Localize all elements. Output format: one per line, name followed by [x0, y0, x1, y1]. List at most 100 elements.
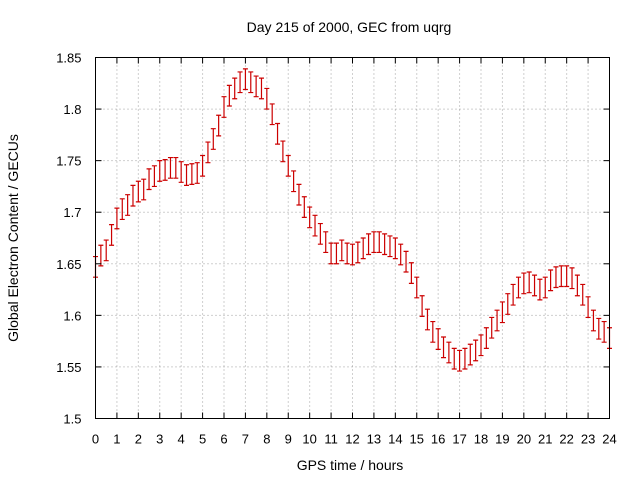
x-tick-label: 18: [474, 432, 488, 447]
data-point-errorbar: [403, 250, 409, 273]
data-point-errorbar: [280, 140, 286, 163]
data-point-errorbar: [323, 231, 329, 254]
data-point-errorbar: [489, 316, 495, 339]
data-point-errorbar: [478, 334, 484, 357]
x-tick-label: 21: [538, 432, 552, 447]
data-point-errorbar: [537, 278, 543, 301]
data-point-errorbar: [312, 214, 318, 237]
data-point-errorbar: [473, 339, 479, 362]
data-point-errorbar: [194, 162, 200, 184]
data-point-errorbar: [483, 327, 489, 349]
data-point-errorbar: [371, 231, 377, 254]
x-tick-label: 1: [113, 432, 120, 447]
data-point-errorbar: [601, 320, 607, 343]
data-point-errorbar: [494, 309, 500, 332]
data-point-errorbar: [200, 154, 206, 177]
data-point-errorbar: [130, 184, 136, 207]
data-point-errorbar: [119, 198, 125, 221]
data-point-errorbar: [135, 180, 141, 203]
x-tick-label: 13: [367, 432, 381, 447]
y-tick-label: 1.55: [56, 360, 81, 375]
data-point-errorbar: [564, 265, 570, 288]
data-point-errorbar: [125, 194, 131, 216]
x-tick-label: 0: [92, 432, 99, 447]
data-point-errorbar: [141, 178, 147, 201]
y-tick-label: 1.65: [56, 257, 81, 272]
data-point-errorbar: [285, 154, 291, 177]
data-point-errorbar: [210, 128, 216, 150]
data-point-errorbar: [585, 296, 591, 319]
data-point-errorbar: [339, 239, 345, 262]
data-point-errorbar: [151, 165, 157, 188]
data-point-errorbar: [580, 283, 586, 306]
y-tick-label: 1.7: [63, 205, 81, 220]
x-tick-label: 16: [431, 432, 445, 447]
data-point-errorbar: [462, 347, 468, 370]
y-tick-label: 1.6: [63, 308, 81, 323]
axes: 0 1 2 3 4 5 6 7 8 9 10 11 12 13 14 15 16 17 18 19 20 21 22 23 24…: [56, 51, 617, 447]
data-point-errorbar: [205, 141, 211, 164]
x-tick-label: 19: [495, 432, 509, 447]
data-point-errorbar: [307, 206, 313, 229]
data-point-errorbar: [109, 223, 115, 246]
data-point-errorbar: [574, 274, 580, 297]
data-point-errorbar: [226, 84, 232, 107]
data-point-errorbar: [114, 207, 120, 230]
y-tick-label: 1.8: [63, 102, 81, 117]
data-point-errorbar: [242, 68, 248, 91]
data-point-errorbar: [398, 243, 404, 266]
data-point-errorbar: [532, 274, 538, 297]
x-axis-label: GPS time / hours: [297, 457, 404, 473]
x-tick-label: 24: [602, 432, 616, 447]
data-point-errorbar: [162, 159, 168, 181]
data-point-errorbar: [221, 96, 227, 118]
data-point-errorbar: [553, 266, 559, 289]
x-tick-label: 6: [220, 432, 227, 447]
x-tick-label: 22: [559, 432, 573, 447]
data-point-errorbar: [258, 77, 264, 100]
data-point-errorbar: [333, 242, 339, 265]
grid: [95, 57, 610, 419]
x-tick-label: 3: [156, 432, 163, 447]
data-point-errorbar: [419, 295, 425, 317]
data-point-errorbar: [414, 276, 420, 299]
data-point-errorbar: [446, 341, 452, 364]
x-tick-label: 5: [199, 432, 206, 447]
data-point-errorbar: [467, 343, 473, 366]
x-tick-label: 7: [242, 432, 249, 447]
x-tick-label: 11: [324, 432, 338, 447]
x-tick-label: 20: [517, 432, 531, 447]
data-point-errorbar: [264, 87, 270, 110]
data-point-errorbar: [296, 183, 302, 206]
data-point-errorbar: [596, 317, 602, 340]
data-point-errorbar: [275, 122, 281, 145]
y-tick-label: 1.75: [56, 154, 81, 169]
data-point-errorbar: [328, 242, 334, 265]
y-axis-label: Global Electron Content / GECUs: [5, 134, 21, 342]
x-tick-label: 9: [285, 432, 292, 447]
data-point-errorbar: [558, 265, 564, 288]
data-series: [93, 68, 612, 372]
data-point-errorbar: [392, 237, 398, 260]
data-point-errorbar: [189, 163, 195, 185]
data-point-errorbar: [499, 301, 505, 324]
y-tick-label: 1.5: [63, 412, 81, 427]
data-point-errorbar: [408, 262, 414, 284]
data-point-errorbar: [451, 347, 457, 370]
x-tick-label: 15: [410, 432, 424, 447]
data-point-errorbar: [590, 309, 596, 332]
data-point-errorbar: [157, 160, 163, 182]
data-point-errorbar: [569, 267, 575, 290]
data-point-errorbar: [542, 276, 548, 299]
data-point-errorbar: [350, 243, 355, 266]
x-tick-label: 8: [263, 432, 270, 447]
data-point-errorbar: [355, 241, 361, 264]
data-point-errorbar: [146, 168, 152, 191]
data-point-errorbar: [382, 233, 388, 256]
data-point-errorbar: [269, 103, 275, 126]
data-point-errorbar: [253, 75, 259, 98]
x-tick-label: 4: [178, 432, 185, 447]
data-point-errorbar: [360, 237, 366, 260]
data-point-errorbar: [505, 293, 511, 315]
